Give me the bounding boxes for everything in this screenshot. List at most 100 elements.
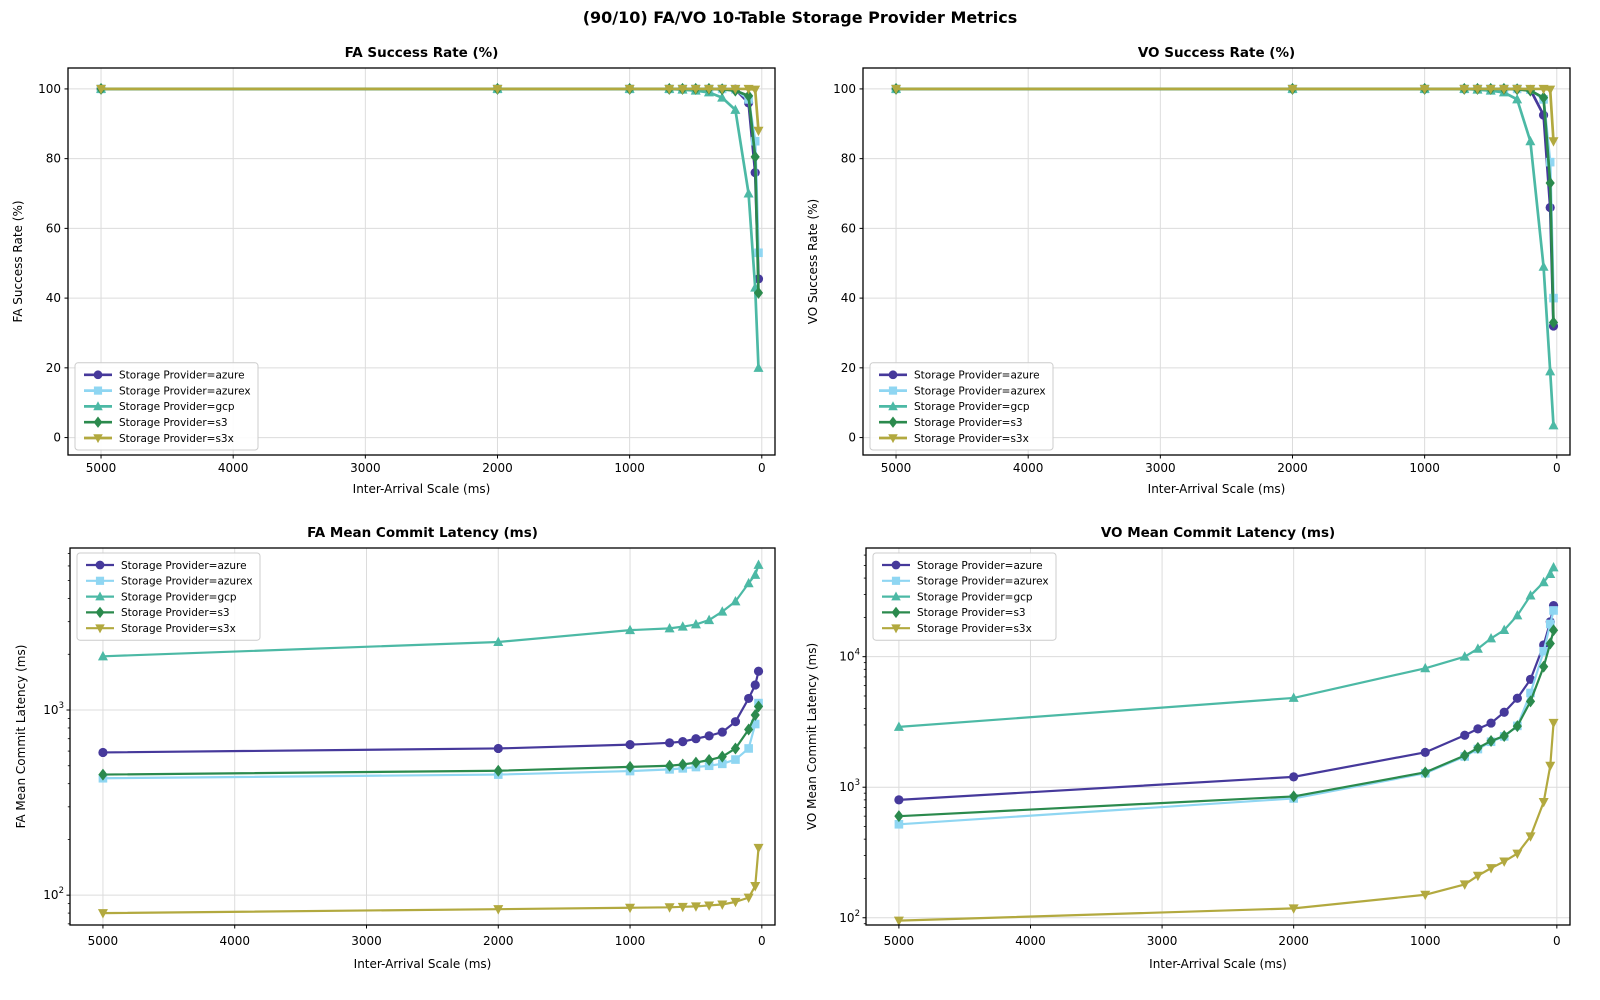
- chart-title: VO Success Rate (%): [1138, 45, 1295, 61]
- x-axis-label: Inter-Arrival Scale (ms): [353, 482, 491, 496]
- legend-label-s3x: Storage Provider=s3x: [121, 623, 236, 635]
- plot-border: [67, 67, 776, 456]
- legend-label-azurex: Storage Provider=azurex: [917, 576, 1049, 588]
- x-tick-label: 1000: [615, 934, 646, 948]
- plot-border: [69, 547, 776, 926]
- legend: Storage Provider=azure Storage Provider=a…: [76, 552, 261, 641]
- y-tick-label: 103: [839, 778, 860, 794]
- y-tick-label: 40: [46, 291, 61, 305]
- series-gcp: [893, 561, 1559, 731]
- legend-label-s3: Storage Provider=s3: [917, 607, 1026, 619]
- x-tick-label: 0: [1553, 461, 1561, 475]
- x-axis-label: Inter-Arrival Scale (ms): [1148, 482, 1286, 496]
- y-tick-label: 100: [38, 82, 61, 96]
- y-tick-label: 102: [839, 909, 860, 925]
- series-s3x: [97, 843, 764, 919]
- y-tick-label: 20: [841, 361, 856, 375]
- y-tick-label: 60: [841, 221, 856, 235]
- legend-label-s3: Storage Provider=s3: [914, 417, 1023, 429]
- series: [96, 82, 764, 372]
- chart-vo-success-rate: 5000 4000 3000 2000 1000 0 0 20 40 60 80 100 VO Succ…: [806, 45, 1571, 496]
- legend-label-azure: Storage Provider=azure: [917, 560, 1043, 572]
- series: [893, 561, 1559, 925]
- legend-label-gcp: Storage Provider=gcp: [914, 401, 1030, 413]
- legend-label-s3x: Storage Provider=s3x: [917, 623, 1032, 635]
- y-tick-label: 102: [43, 886, 64, 902]
- legend-label-azure: Storage Provider=azure: [914, 370, 1040, 382]
- series-s3x: [893, 718, 1559, 925]
- legend: Storage Provider=azure Storage Provider=a…: [869, 362, 1054, 451]
- legend-label-gcp: Storage Provider=gcp: [119, 401, 235, 413]
- series-s3x: [96, 84, 764, 137]
- legend-label-azure: Storage Provider=azure: [121, 560, 247, 572]
- chart-title: FA Mean Commit Latency (ms): [307, 525, 538, 541]
- x-axis-label: Inter-Arrival Scale (ms): [354, 957, 492, 971]
- y-tick-label: 0: [53, 431, 61, 445]
- x-tick-label: 2000: [1278, 934, 1309, 948]
- x-tick-label: 5000: [86, 461, 117, 475]
- legend-label-azurex: Storage Provider=azurex: [914, 385, 1046, 397]
- x-tick-label: 1000: [1409, 461, 1440, 475]
- legend-label-s3: Storage Provider=s3: [121, 607, 230, 619]
- series: [891, 82, 1559, 430]
- y-axis-label: FA Mean Commit Latency (ms): [14, 645, 28, 829]
- series: [97, 559, 764, 919]
- axes: 5000 4000 3000 2000 1000 0 0 20 40 60 80 100: [833, 82, 1561, 475]
- x-tick-label: 3000: [1145, 461, 1176, 475]
- plot-border: [862, 67, 1571, 456]
- figure-title: (90/10) FA/VO 10-Table Storage Provider …: [582, 8, 1018, 27]
- legend-label-s3x: Storage Provider=s3x: [119, 433, 234, 445]
- legend-label-azurex: Storage Provider=azurex: [119, 385, 251, 397]
- legend-label-gcp: Storage Provider=gcp: [121, 591, 237, 603]
- legend-label-s3: Storage Provider=s3: [119, 417, 228, 429]
- x-tick-label: 3000: [1147, 934, 1178, 948]
- axes: 5000 4000 3000 2000 1000 0 0 20 40 60 80 100: [38, 82, 766, 475]
- axes: 5000 4000 3000 2000 1000 0 102 103 104: [839, 554, 1561, 948]
- y-axis-label: VO Mean Commit Latency (ms): [805, 643, 819, 830]
- series-azure: [98, 666, 764, 758]
- y-tick-label: 60: [46, 221, 61, 235]
- x-tick-label: 2000: [483, 934, 514, 948]
- legend-label-azure: Storage Provider=azure: [119, 370, 245, 382]
- x-tick-label: 5000: [884, 934, 915, 948]
- chart-vo-mean-commit-latency: 5000 4000 3000 2000 1000 0 102 103 104 VO Mean Co…: [805, 525, 1571, 971]
- x-tick-label: 2000: [1277, 461, 1308, 475]
- x-tick-label: 1000: [614, 461, 645, 475]
- x-tick-label: 4000: [218, 461, 249, 475]
- x-tick-label: 0: [758, 934, 766, 948]
- x-axis-label: Inter-Arrival Scale (ms): [1149, 957, 1287, 971]
- series-gcp: [97, 559, 764, 661]
- x-tick-label: 5000: [881, 461, 912, 475]
- series-s3: [98, 700, 764, 781]
- y-tick-label: 100: [833, 82, 856, 96]
- y-axis-label: FA Success Rate (%): [11, 200, 25, 322]
- series-s3x: [891, 84, 1559, 147]
- y-tick-label: 40: [841, 291, 856, 305]
- y-tick-label: 20: [46, 361, 61, 375]
- x-tick-label: 2000: [482, 461, 513, 475]
- legend-label-azurex: Storage Provider=azurex: [121, 576, 253, 588]
- plot-border: [865, 547, 1571, 926]
- x-tick-label: 4000: [1013, 461, 1044, 475]
- x-tick-label: 3000: [350, 461, 381, 475]
- legend-label-s3x: Storage Provider=s3x: [914, 433, 1029, 445]
- axes: 5000 4000 3000 2000 1000 0 102 103: [43, 553, 766, 948]
- legend: Storage Provider=azure Storage Provider=a…: [74, 362, 259, 451]
- x-tick-label: 0: [758, 461, 766, 475]
- x-tick-label: 5000: [88, 934, 119, 948]
- y-tick-label: 80: [841, 152, 856, 166]
- chart-title: FA Success Rate (%): [345, 45, 499, 61]
- series-s3: [894, 624, 1559, 823]
- x-tick-label: 1000: [1410, 934, 1441, 948]
- y-tick-label: 80: [46, 152, 61, 166]
- y-tick-label: 104: [839, 648, 860, 664]
- x-tick-label: 4000: [1015, 934, 1046, 948]
- x-tick-label: 4000: [219, 934, 250, 948]
- x-tick-label: 0: [1553, 934, 1561, 948]
- series-azure: [894, 601, 1559, 805]
- chart-fa-success-rate: 5000 4000 3000 2000 1000 0 0 20 40 60 80 100 FA Succ…: [11, 45, 776, 496]
- legend-label-gcp: Storage Provider=gcp: [917, 591, 1033, 603]
- chart-fa-mean-commit-latency: 5000 4000 3000 2000 1000 0 102 103 FA Mean Commi…: [14, 525, 776, 971]
- y-axis-label: VO Success Rate (%): [806, 199, 820, 324]
